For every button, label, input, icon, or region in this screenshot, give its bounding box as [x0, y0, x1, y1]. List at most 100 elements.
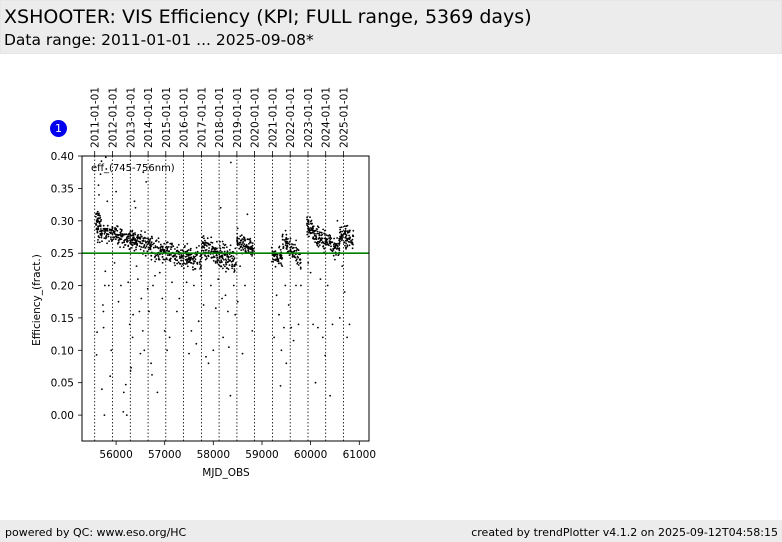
data-point: [129, 230, 132, 233]
data-point: [166, 247, 169, 250]
outlier-point: [241, 352, 244, 355]
data-point: [211, 248, 214, 250]
data-point: [282, 247, 285, 250]
data-point: [281, 235, 284, 238]
outlier-point: [329, 394, 331, 397]
data-point: [182, 259, 185, 262]
year-markers: 2011-01-01 2012-01-01 2013-01-01 2014-01-01…: [90, 87, 351, 441]
data-point: [271, 260, 273, 263]
data-point: [127, 237, 130, 240]
data-point: [161, 261, 164, 264]
data-point: [161, 256, 164, 258]
data-point: [234, 247, 237, 250]
data-point: [184, 245, 186, 247]
data-point: [149, 238, 152, 240]
outlier-point: [100, 160, 103, 163]
data-point: [323, 242, 325, 245]
data-point: [282, 245, 285, 248]
data-point: [308, 223, 310, 226]
outlier-point: [111, 226, 114, 229]
data-point: [171, 242, 173, 245]
data-point: [312, 227, 314, 230]
outlier-point: [156, 391, 159, 394]
data-point: [114, 228, 116, 231]
data-point: [290, 245, 293, 248]
data-point: [318, 244, 321, 247]
data-point: [340, 226, 343, 229]
data-point: [313, 233, 316, 235]
data-point: [224, 265, 226, 268]
data-point: [100, 218, 103, 221]
data-point: [175, 256, 178, 258]
data-point: [335, 248, 338, 250]
data-point: [130, 234, 133, 237]
data-point: [184, 263, 187, 265]
outlier-point: [125, 414, 128, 416]
data-point: [97, 217, 100, 220]
data-point: [216, 240, 218, 243]
outlier-point: [348, 323, 351, 326]
data-point: [149, 243, 152, 246]
data-point: [120, 235, 123, 238]
outlier-point: [124, 383, 127, 386]
data-point: [112, 229, 115, 232]
data-point: [306, 223, 308, 225]
info-badge[interactable]: 1: [50, 120, 67, 137]
data-point: [299, 258, 302, 261]
data-point: [177, 261, 180, 264]
data-point: [295, 249, 298, 252]
data-point: [202, 249, 205, 252]
outlier-point: [127, 281, 130, 284]
data-point: [316, 240, 319, 243]
data-point: [109, 229, 111, 232]
data-point: [103, 230, 105, 232]
data-point: [140, 242, 143, 245]
data-point: [123, 241, 126, 244]
data-point: [192, 255, 195, 258]
data-point: [188, 257, 191, 260]
data-point: [178, 257, 181, 259]
outlier-point: [133, 200, 136, 203]
outlier-point: [158, 271, 161, 274]
data-point: [328, 240, 331, 243]
outlier-point: [251, 330, 254, 332]
data-point: [334, 243, 337, 245]
data-point: [323, 232, 325, 235]
outlier-point: [279, 385, 282, 387]
outlier-point: [128, 323, 131, 326]
data-point: [99, 215, 101, 217]
outlier-point: [312, 323, 314, 326]
data-point: [341, 230, 344, 233]
data-point: [343, 241, 345, 244]
data-point: [204, 241, 207, 244]
data-point: [211, 245, 214, 248]
outlier-point: [287, 304, 290, 306]
outlier-point: [207, 362, 210, 365]
data-point: [189, 249, 192, 252]
data-point: [205, 255, 208, 258]
data-point: [100, 232, 103, 235]
data-point: [198, 261, 201, 264]
data-point: [184, 250, 187, 253]
outlier-point: [278, 313, 280, 316]
data-point: [94, 215, 97, 218]
data-point: [214, 260, 217, 263]
efficiency-chart: 2011-01-01 2012-01-01 2013-01-01 2014-01-01…: [31, 87, 376, 479]
data-point: [189, 254, 192, 256]
data-point: [162, 258, 165, 261]
data-point: [200, 256, 203, 259]
outlier-point: [326, 284, 329, 287]
data-point: [243, 243, 246, 246]
data-point: [338, 249, 341, 252]
year-marker-label: 2021-01-01: [267, 87, 279, 148]
data-point: [103, 237, 106, 240]
data-point: [116, 236, 118, 239]
data-point: [144, 247, 147, 249]
data-point: [95, 219, 98, 222]
data-point: [349, 237, 351, 240]
data-point: [95, 224, 98, 226]
x-axis-label: MJD_OBS: [202, 467, 250, 479]
data-point: [306, 231, 309, 233]
data-point: [98, 225, 101, 227]
data-point: [336, 237, 338, 239]
